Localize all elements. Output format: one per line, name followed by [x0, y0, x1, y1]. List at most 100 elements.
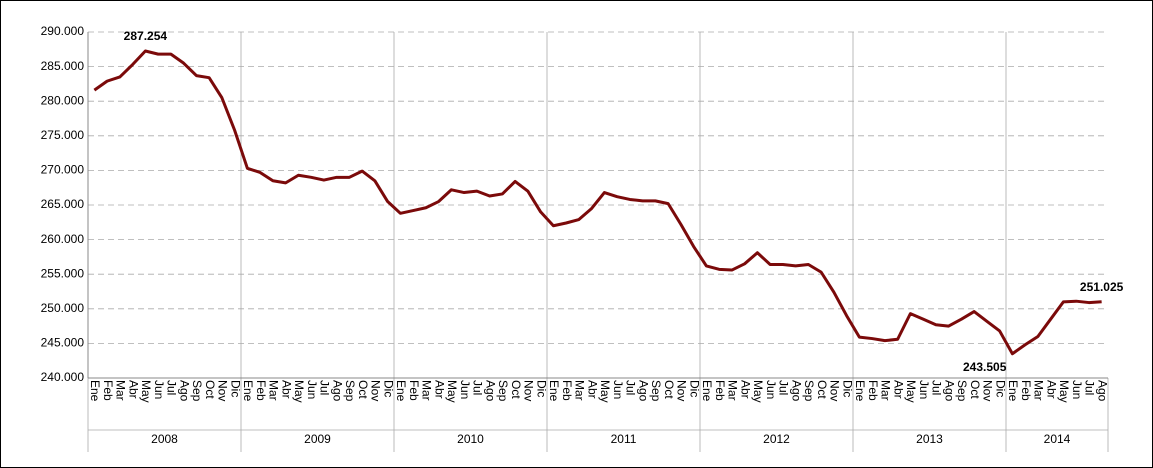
- x-tick-label: Jun: [611, 380, 625, 399]
- x-tick-label: Oct: [968, 380, 982, 399]
- x-tick-label: Nov: [675, 380, 689, 401]
- x-tick-label: Jul: [777, 380, 791, 395]
- x-tick-label: Jun: [305, 380, 319, 399]
- x-tick-label: Ene: [88, 380, 102, 402]
- x-tick-label: May: [904, 380, 918, 403]
- data-label: 243.505: [963, 360, 1007, 374]
- y-tick-label: 260.000: [41, 232, 85, 246]
- x-tick-label: Jun: [1070, 380, 1084, 399]
- x-tick-label: Ene: [853, 380, 867, 402]
- year-label: 2014: [1044, 432, 1071, 446]
- x-tick-label: Feb: [1019, 380, 1033, 401]
- x-tick-label: Oct: [509, 380, 523, 399]
- year-label: 2009: [304, 432, 331, 446]
- y-tick-label: 280.000: [41, 93, 85, 107]
- x-tick-label: Ago: [789, 380, 803, 402]
- x-tick-label: Nov: [216, 380, 230, 401]
- x-tick-label: Sep: [955, 380, 969, 402]
- x-tick-label: Mar: [879, 380, 893, 401]
- x-tick-label: Abr: [891, 380, 905, 399]
- x-tick-label: Abr: [585, 380, 599, 399]
- x-tick-label: Feb: [560, 380, 574, 401]
- x-tick-label: Sep: [343, 380, 357, 402]
- x-tick-label: Feb: [866, 380, 880, 401]
- x-tick-label: Oct: [203, 380, 217, 399]
- x-tick-label: Ago: [636, 380, 650, 402]
- x-tick-label: Feb: [254, 380, 268, 401]
- y-tick-label: 265.000: [41, 197, 85, 211]
- x-tick-label: May: [598, 380, 612, 403]
- year-label: 2013: [916, 432, 943, 446]
- x-tick-label: Abr: [432, 380, 446, 399]
- x-tick-label: Jul: [1083, 380, 1097, 395]
- x-tick-label: Mar: [1032, 380, 1046, 401]
- x-tick-label: Dic: [840, 380, 854, 397]
- x-tick-label: Abr: [1044, 380, 1058, 399]
- x-tick-label: Jul: [624, 380, 638, 395]
- y-tick-label: 245.000: [41, 336, 85, 350]
- x-tick-label: Dic: [228, 380, 242, 397]
- x-tick-label: May: [139, 380, 153, 403]
- x-tick-label: Ene: [700, 380, 714, 402]
- x-tick-label: Jun: [152, 380, 166, 399]
- x-tick-label: Mar: [726, 380, 740, 401]
- y-tick-label: 255.000: [41, 266, 85, 280]
- x-tick-label: Oct: [356, 380, 370, 399]
- x-tick-label: Abr: [738, 380, 752, 399]
- y-tick-label: 290.000: [41, 24, 85, 38]
- y-tick-label: 285.000: [41, 59, 85, 73]
- y-tick-label: 270.000: [41, 163, 85, 177]
- x-tick-label: Dic: [993, 380, 1007, 397]
- x-tick-label: Feb: [101, 380, 115, 401]
- x-tick-label: Ene: [547, 380, 561, 402]
- x-tick-label: Ene: [241, 380, 255, 402]
- data-label: 251.025: [1080, 280, 1124, 294]
- x-tick-label: Abr: [279, 380, 293, 399]
- x-tick-label: Jun: [764, 380, 778, 399]
- x-tick-label: May: [1057, 380, 1071, 403]
- x-tick-label: May: [445, 380, 459, 403]
- year-label: 2008: [151, 432, 178, 446]
- x-tick-label: Sep: [649, 380, 663, 402]
- x-tick-label: Jul: [318, 380, 332, 395]
- x-tick-label: Ago: [1095, 380, 1109, 402]
- x-tick-label: Dic: [687, 380, 701, 397]
- x-tick-label: Sep: [190, 380, 204, 402]
- x-tick-label: Oct: [815, 380, 829, 399]
- x-tick-label: Nov: [828, 380, 842, 401]
- x-tick-label: Ago: [942, 380, 956, 402]
- year-label: 2010: [457, 432, 484, 446]
- x-tick-label: Jun: [917, 380, 931, 399]
- data-line: [93, 49, 1102, 356]
- x-tick-label: Nov: [981, 380, 995, 401]
- x-tick-label: Mar: [114, 380, 128, 401]
- x-tick-label: Ene: [1006, 380, 1020, 402]
- y-tick-label: 275.000: [41, 128, 85, 142]
- x-tick-label: Sep: [802, 380, 816, 402]
- data-label: 287.254: [124, 29, 168, 43]
- x-tick-label: Mar: [573, 380, 587, 401]
- y-tick-label: 240.000: [41, 370, 85, 384]
- x-tick-label: Nov: [369, 380, 383, 401]
- x-tick-label: Ene: [394, 380, 408, 402]
- year-label: 2011: [611, 432, 637, 446]
- y-tick-label: 250.000: [41, 301, 85, 315]
- year-label: 2012: [763, 432, 790, 446]
- x-tick-label: Oct: [662, 380, 676, 399]
- x-tick-label: Feb: [713, 380, 727, 401]
- x-tick-label: Ago: [177, 380, 191, 402]
- x-tick-label: Jun: [458, 380, 472, 399]
- x-tick-label: Abr: [126, 380, 140, 399]
- x-tick-label: Nov: [522, 380, 536, 401]
- x-tick-label: Mar: [267, 380, 281, 401]
- x-tick-label: Sep: [496, 380, 510, 402]
- x-tick-label: Ago: [330, 380, 344, 402]
- x-tick-label: May: [292, 380, 306, 403]
- x-tick-label: May: [751, 380, 765, 403]
- x-tick-label: Jul: [930, 380, 944, 395]
- x-tick-label: Jul: [471, 380, 485, 395]
- x-tick-label: Ago: [483, 380, 497, 402]
